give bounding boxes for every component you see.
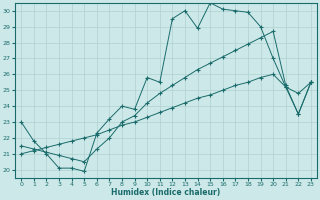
X-axis label: Humidex (Indice chaleur): Humidex (Indice chaleur) [111,188,221,197]
